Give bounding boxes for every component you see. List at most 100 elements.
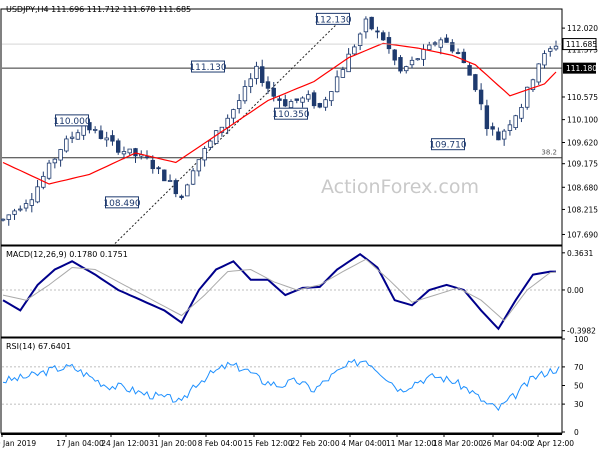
annotation-label: 112.130	[314, 15, 351, 25]
panel-frame-1	[0, 245, 563, 338]
y-tick-label: 108.680	[567, 183, 598, 192]
x-tick-label: 15 Feb 12:00	[243, 439, 292, 448]
candle-body	[294, 98, 299, 101]
candle-body	[75, 132, 81, 140]
annotation-label: 110.000	[53, 117, 90, 127]
candle-body	[444, 37, 449, 43]
candle-body	[133, 148, 138, 157]
candle-body	[392, 49, 397, 61]
candle-body	[323, 99, 328, 108]
candle-body	[150, 159, 155, 170]
x-tick-label: 18 Mar 20:00	[433, 439, 483, 448]
rsi-tick-label: 100	[574, 335, 589, 344]
macd-tick-label: 0.00	[567, 286, 584, 295]
candle-body	[185, 184, 190, 197]
candle-body	[501, 130, 507, 140]
candle-body	[213, 130, 219, 144]
candle-body	[190, 170, 196, 185]
candle-body	[167, 180, 173, 182]
candle-body	[58, 149, 63, 161]
candle-body	[6, 214, 11, 220]
candle-body	[553, 45, 559, 50]
annotation-box: 108.490	[103, 196, 141, 209]
annotation-frame	[431, 138, 465, 151]
candle-body	[236, 100, 242, 110]
candle-body	[202, 148, 207, 161]
annotation-label: 108.490	[103, 199, 140, 209]
candle-body	[352, 46, 357, 55]
level-price-label: 111.180	[566, 64, 597, 73]
rsi-tick-label: 0	[574, 428, 579, 437]
candle-body	[29, 199, 35, 206]
fib-label: 38.2	[541, 149, 557, 157]
panel-frame-0	[0, 8, 563, 246]
candle-body	[52, 158, 58, 164]
candle-body	[173, 180, 179, 195]
candle-body	[196, 159, 202, 172]
candle-body	[110, 135, 115, 142]
x-tick-label: 31 Jan 20:00	[149, 439, 197, 448]
annotation-box: 112.130	[314, 12, 352, 25]
candle-body	[398, 57, 403, 72]
candle-body	[208, 140, 213, 148]
x-tick-label: 22 Feb 20:00	[290, 439, 339, 448]
candle-body	[104, 137, 109, 141]
y-tick-label: 112.020	[567, 24, 598, 33]
candle-body	[386, 37, 392, 50]
x-tick-label: 26 Mar 04:00	[482, 439, 532, 448]
candle-body	[69, 136, 75, 139]
candle-body	[542, 53, 547, 66]
candle-body	[98, 130, 104, 139]
rsi-line	[2, 358, 560, 412]
annotation-frame	[316, 12, 350, 25]
rsi-title: RSI(14) 67.6401	[6, 342, 71, 351]
x-tick-label: 9 Jan 2019	[0, 439, 36, 448]
candle-body	[530, 79, 536, 91]
candle-body	[421, 48, 426, 60]
level-price-tag	[563, 62, 596, 74]
rsi-tick-label: 50	[574, 382, 584, 391]
panel-frame-2	[0, 337, 563, 434]
rsi-tick-label: 70	[574, 363, 584, 372]
chart-header: USDJPY,H4 111.696 111.712 111.678 111.68…	[6, 5, 191, 14]
candle-body	[300, 97, 305, 103]
candle-body	[306, 94, 311, 100]
annotation-frame	[274, 107, 308, 120]
candle-body	[404, 66, 409, 72]
candle-body	[467, 65, 472, 76]
candle-body	[513, 115, 518, 128]
candle-body	[334, 76, 340, 93]
candle-body	[23, 203, 29, 209]
candle-body	[254, 65, 259, 79]
annotation-frame	[105, 196, 139, 209]
candle-body	[478, 89, 484, 105]
candle-body	[271, 87, 276, 97]
moving-average-line	[2, 42, 557, 185]
candle-body	[231, 109, 236, 119]
candle-body	[524, 86, 530, 108]
candle-body	[438, 39, 443, 48]
candle-body	[242, 86, 248, 102]
candle-body	[484, 105, 490, 130]
candles	[0, 16, 559, 226]
y-tick-label: 109.620	[567, 138, 598, 147]
y-tick-label: 108.215	[567, 205, 598, 214]
candle-body	[283, 99, 288, 107]
candle-body	[357, 33, 363, 46]
candle-body	[548, 48, 553, 52]
candle-body	[92, 129, 98, 131]
x-tick-label: 17 Jan 04:00	[56, 439, 104, 448]
annotation-box: 111.130	[189, 60, 227, 73]
annotation-label: 110.350	[272, 110, 309, 120]
current-price-label: 111.685	[566, 40, 597, 49]
macd-title: MACD(12,26,9) 0.1780 0.1751	[6, 250, 128, 259]
candle-body	[340, 69, 346, 78]
y-tick-label: 110.575	[567, 93, 598, 102]
candle-body	[473, 74, 478, 91]
candle-body	[380, 32, 386, 41]
candle-body	[127, 148, 132, 154]
candle-body	[179, 195, 184, 198]
watermark: ActionForex.com	[321, 176, 479, 198]
candle-body	[248, 78, 253, 87]
x-tick-label: 24 Jan 12:00	[101, 439, 149, 448]
